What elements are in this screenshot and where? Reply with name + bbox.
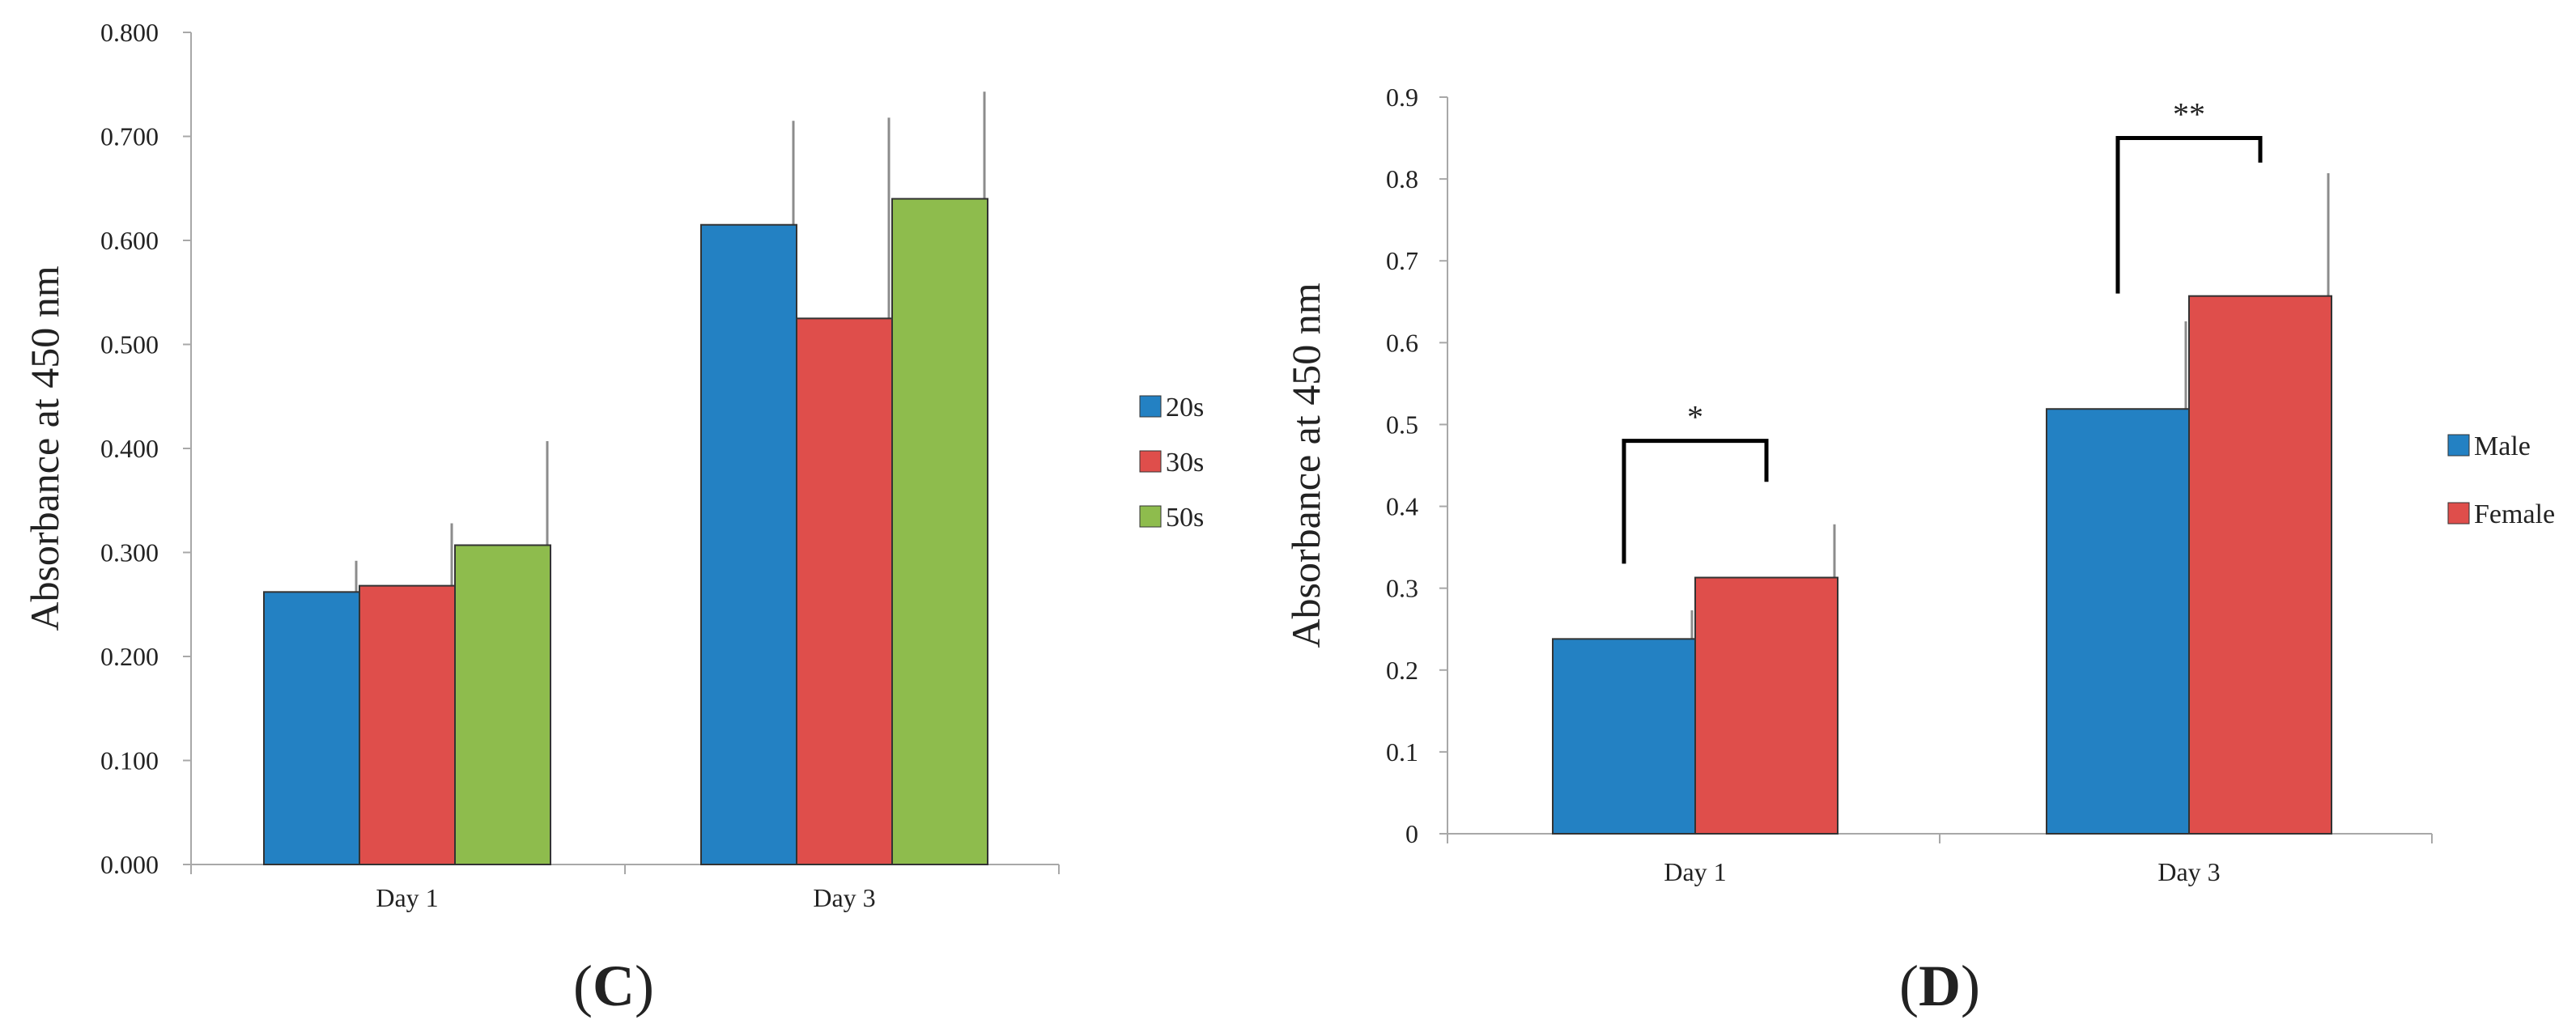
bar-50s-day-1 (454, 544, 551, 865)
legend-swatch-30s (1139, 450, 1162, 473)
bar-30s-day-3 (796, 317, 893, 865)
y-tick-label: 0.3 (1386, 574, 1418, 603)
bar-male-day-3 (2046, 408, 2190, 835)
y-tick-label: 0.1 (1386, 737, 1418, 767)
y-tick-label: 0.9 (1386, 83, 1418, 112)
bar-20s-day-3 (700, 223, 797, 866)
panel-label: (C) (573, 954, 654, 1018)
y-tick-label: 0.700 (100, 122, 159, 151)
y-tick-label: 0.100 (100, 746, 159, 775)
legend-label-20s: 20s (1166, 393, 1204, 423)
significance-label: * (1687, 399, 1703, 435)
y-tick-label: 0.8 (1386, 164, 1418, 193)
y-tick-label: 0.600 (100, 226, 159, 255)
significance-label: ** (2173, 96, 2205, 133)
significance-bracket (1622, 439, 1769, 564)
legend-swatch-male (2447, 434, 2470, 457)
y-tick-label: 0.400 (100, 434, 159, 463)
bar-30s-day-1 (359, 584, 456, 865)
legend-label-30s: 30s (1166, 448, 1204, 478)
y-tick-label: 0.000 (100, 850, 159, 879)
y-tick-label: 0.2 (1386, 656, 1418, 685)
y-tick-label: 0.300 (100, 538, 159, 567)
y-axis-label: Absorbance at 450 nm (1283, 282, 1328, 648)
panel-label: (D) (1899, 954, 1980, 1018)
legend-swatch-20s (1139, 395, 1162, 418)
significance-bracket (2115, 136, 2263, 294)
y-tick-label: 0.200 (100, 642, 159, 671)
bar-female-day-1 (1694, 576, 1838, 835)
legend-label-50s: 50s (1166, 503, 1204, 533)
y-tick-label: 0.6 (1386, 328, 1418, 357)
bar-male-day-1 (1552, 638, 1696, 835)
y-tick-label: 0.500 (100, 330, 159, 359)
y-tick-label: 0 (1405, 819, 1418, 848)
bar-20s-day-1 (263, 591, 360, 866)
y-axis-label: Absorbance at 450 nm (22, 265, 67, 631)
chart-panel-c: 0.000 0.100 0.200 0.300 0.400 0.500 0.600 0.700… (22, 18, 1204, 1018)
legend-label-male: Male (2474, 431, 2531, 461)
x-category-label: Day 3 (2157, 857, 2220, 886)
bar-50s-day-3 (891, 198, 988, 866)
legend-label-female: Female (2474, 499, 2555, 529)
y-tick-label: 0.800 (100, 18, 159, 47)
x-category-label: Day 1 (376, 883, 438, 912)
chart-panel-d: 0 0.1 0.2 0.3 0.4 0.5 0.6 0.7 0.8 0.9 Absorbance a… (1283, 83, 2555, 1018)
legend-swatch-50s (1139, 505, 1162, 528)
y-tick-label: 0.5 (1386, 410, 1418, 439)
y-tick-label: 0.7 (1386, 246, 1418, 275)
bar-female-day-3 (2188, 295, 2332, 835)
y-tick-label: 0.4 (1386, 492, 1418, 521)
x-category-label: Day 3 (813, 883, 875, 912)
legend-swatch-female (2447, 502, 2470, 525)
x-category-label: Day 1 (1664, 857, 1726, 886)
